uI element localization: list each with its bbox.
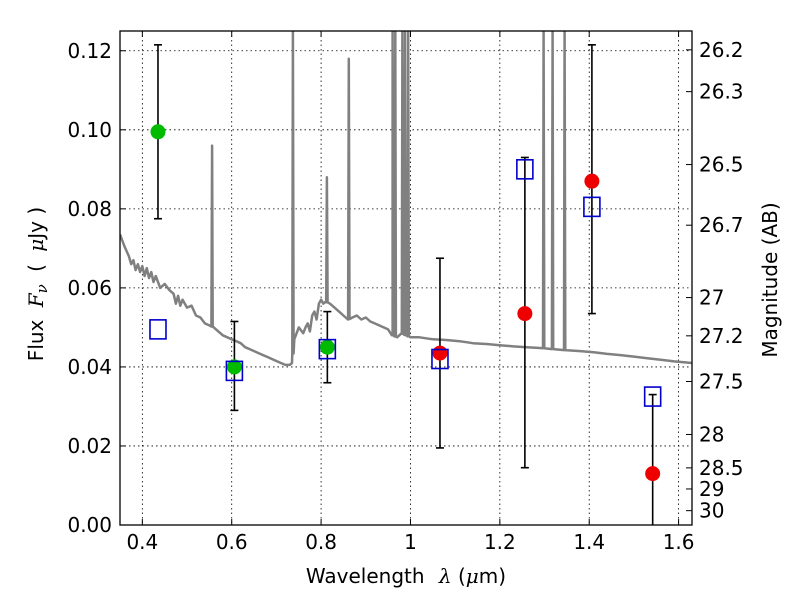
y-axis-label-prefix: Flux	[24, 319, 48, 361]
y-tick-label: 0.04	[67, 355, 112, 379]
x-tick-label: 0.4	[126, 530, 158, 554]
y-axis-label-subscript: ν	[33, 284, 51, 293]
x-tick-label: 0.8	[305, 530, 337, 554]
y-tick-label: 0.06	[67, 276, 112, 300]
red-data-point	[584, 173, 600, 189]
x-tick-label: 1	[404, 530, 417, 554]
x-tick-label: 1.4	[573, 530, 605, 554]
red-data-point	[432, 345, 448, 361]
y2-tick-label: 28	[699, 422, 724, 446]
x-axis-label-symbol: λ	[438, 564, 452, 588]
y-axis-label-open: (	[24, 264, 48, 272]
y-axis-label-mu: μ	[24, 239, 48, 252]
y2-tick-label: 26.5	[699, 153, 744, 177]
y-axis-label-close: )	[24, 207, 48, 215]
y-axis-label-unit: Jy	[24, 221, 48, 241]
green-data-point	[226, 359, 242, 375]
y2-tick-label: 28.5	[699, 456, 744, 480]
green-data-point	[319, 339, 335, 355]
y2-tick-label: 26.3	[699, 80, 744, 104]
y-tick-label: 0.08	[67, 197, 112, 221]
x-tick-label: 0.6	[216, 530, 248, 554]
red-data-point	[517, 306, 533, 322]
y2-tick-label: 27	[699, 286, 724, 310]
model-spectrum-line	[120, 31, 692, 367]
x-tick-label: 1.6	[663, 530, 695, 554]
model-flux-square	[643, 386, 662, 407]
y-tick-label: 0.10	[67, 118, 112, 142]
red-data-point	[645, 466, 661, 482]
x-tick-label: 1.2	[484, 530, 516, 554]
green-data-point	[150, 124, 166, 140]
model-flux-square	[318, 338, 337, 360]
y2-tick-label: 27.2	[699, 324, 744, 348]
x-axis-label: Wavelength λ (μm)	[306, 564, 506, 588]
data-points	[149, 124, 662, 482]
y2-axis-label: Magnitude (AB)	[758, 202, 782, 357]
y2-tick-label: 30	[699, 499, 724, 523]
model-flux-square	[431, 348, 449, 370]
y2-tick-label: 27.5	[699, 370, 744, 394]
x-axis-label-prefix: Wavelength	[306, 564, 425, 588]
y-tick-label: 0.02	[67, 434, 112, 458]
y2-tick-label: 26.2	[699, 38, 744, 62]
y-tick-label: 0.12	[67, 39, 112, 63]
model-flux-square	[149, 319, 167, 340]
model-flux-square	[225, 360, 244, 382]
y2-tick-label: 26.7	[699, 213, 744, 237]
x-axis-label-mu: μ	[466, 564, 479, 588]
x-axis-label-open: (	[458, 564, 466, 588]
y-axis-label: Flux Fν ( μJy )	[24, 207, 52, 361]
y-tick-label: 0.00	[67, 513, 112, 537]
model-flux-square	[516, 159, 534, 180]
y-axis-label-symbol: F	[24, 292, 48, 308]
plot-frame	[119, 30, 693, 526]
model-spectrum	[120, 31, 692, 367]
y2-tick-label: 29	[699, 477, 724, 501]
axis-ticks: 0.4 0.6 0.8 1 1.2 1.4 1.6 0.00 0.02 0.04 0.06 0.08 0…	[67, 31, 744, 554]
model-flux-square	[583, 196, 601, 218]
x-axis-label-unit: m)	[479, 564, 506, 588]
